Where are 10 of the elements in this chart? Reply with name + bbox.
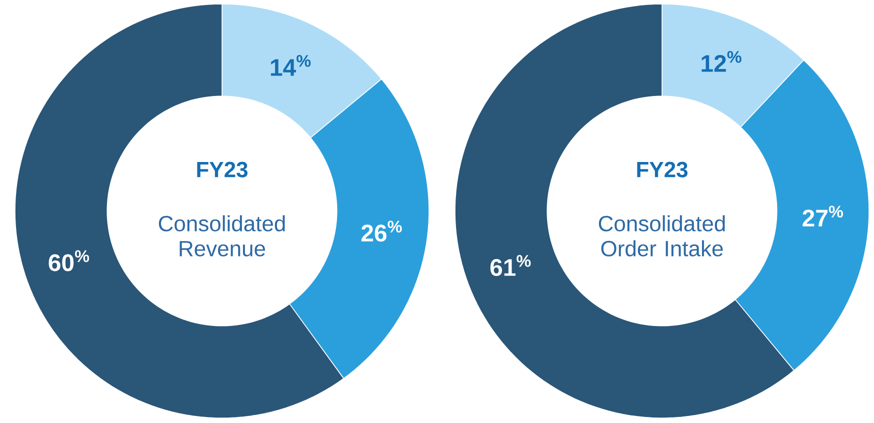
text: FY23 xyxy=(637,162,688,178)
text: Consolidated Order Intake xyxy=(598,215,725,256)
data-label: 26$^{%}$ xyxy=(361,220,402,242)
data-label: 61$^{%}$ xyxy=(490,255,531,276)
data-label: 27$^{%}$ xyxy=(802,206,843,226)
data-label: 12$^{%}$ xyxy=(702,51,742,72)
data-label: 60$^{%}$ xyxy=(48,250,90,272)
data-label: 14$^{%}$ xyxy=(270,55,311,76)
text: FY23 xyxy=(197,162,248,178)
text: Consolidated Revenue xyxy=(158,215,285,256)
